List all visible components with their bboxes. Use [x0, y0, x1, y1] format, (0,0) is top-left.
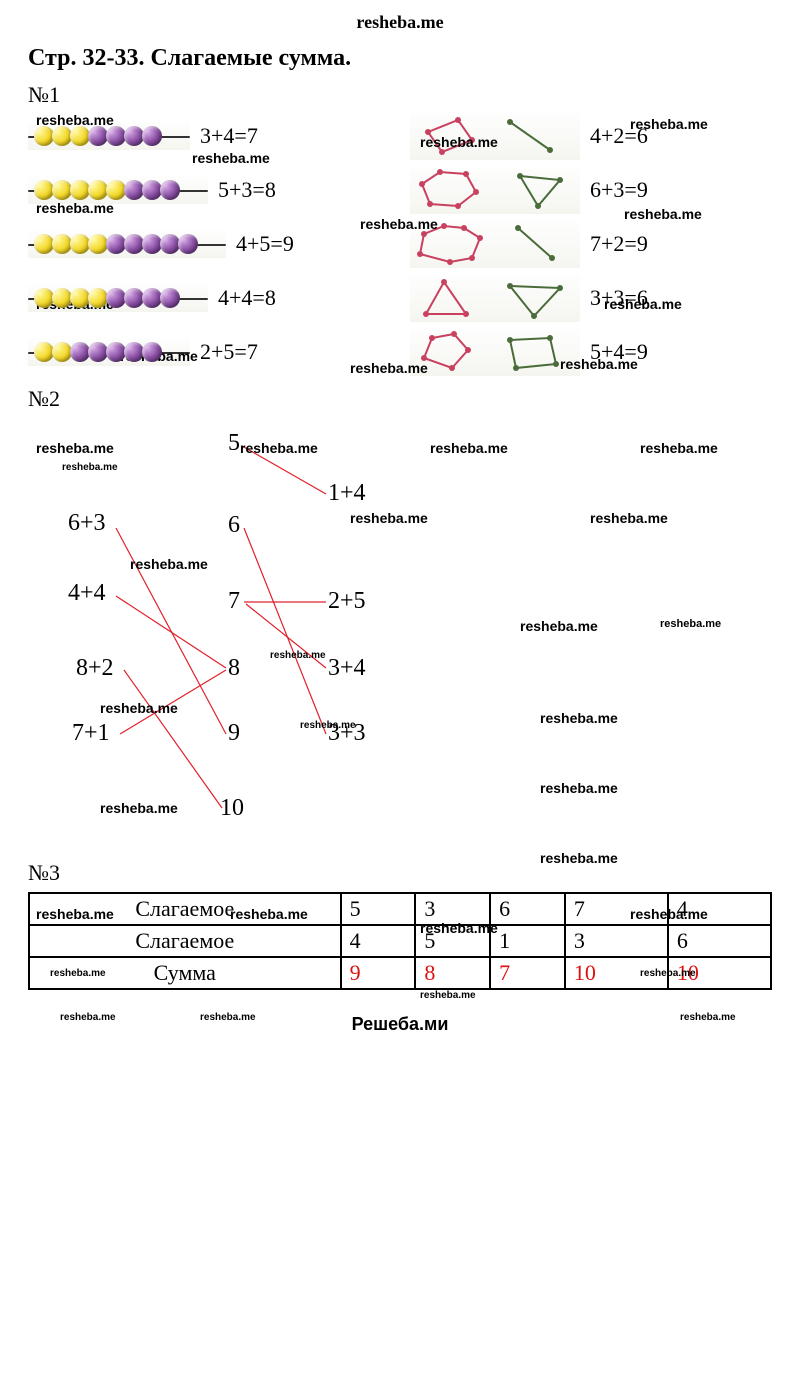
match-node: 3+4 [328, 655, 366, 682]
match-node: 8 [228, 655, 240, 682]
task1-row: 2+5=7 [28, 328, 390, 376]
table-cell: 6 [668, 925, 771, 957]
match-node: 6 [228, 512, 240, 539]
table-cell: 1 [490, 925, 565, 957]
shapes-diagram [410, 274, 580, 322]
table-cell: 5 [415, 925, 490, 957]
task1: 3+4=7 4+2=6 5+3=8 6+3=9 4+5=9 7+2=9 4+4=8 3+3=6… [0, 108, 800, 386]
site-header: resheba.me [0, 0, 800, 41]
equation: 7+2=9 [590, 231, 648, 257]
table-cell: 10 [668, 957, 771, 989]
table-cell: 7 [565, 893, 668, 925]
beads-diagram [28, 284, 208, 312]
table-row: Слагаемое45136 [29, 925, 771, 957]
table-cell: 8 [415, 957, 490, 989]
shapes-diagram [410, 328, 580, 376]
task3: Слагаемое53674Слагаемое45136Сумма9871010 [0, 886, 800, 1004]
table-cell: 7 [490, 957, 565, 989]
equation: 4+2=6 [590, 123, 648, 149]
task1-row: 3+3=6 [410, 274, 772, 322]
equation: 4+5=9 [236, 231, 294, 257]
task1-row: 7+2=9 [410, 220, 772, 268]
table-cell: 5 [341, 893, 416, 925]
task1-row: 5+3=8 [28, 166, 390, 214]
table-cell: 3 [565, 925, 668, 957]
table-cell: 4 [668, 893, 771, 925]
task1-row: 6+3=9 [410, 166, 772, 214]
task2-lines [28, 420, 772, 850]
equation: 5+3=8 [218, 177, 276, 203]
equation: 2+5=7 [200, 339, 258, 365]
beads-diagram [28, 122, 190, 150]
match-node: 4+4 [68, 580, 106, 607]
shapes-diagram [410, 220, 580, 268]
equation: 4+4=8 [218, 285, 276, 311]
match-node: 7 [228, 588, 240, 615]
table-cell: 9 [341, 957, 416, 989]
table-cell: 6 [490, 893, 565, 925]
equation: 3+3=6 [590, 285, 648, 311]
task3-label: №3 [0, 860, 800, 886]
row-header: Слагаемое [29, 893, 341, 925]
table-cell: 3 [415, 893, 490, 925]
task1-row: 4+2=6 [410, 112, 772, 160]
match-node: 5 [228, 430, 240, 457]
beads-diagram [28, 230, 226, 258]
task1-row: 4+4=8 [28, 274, 390, 322]
match-node: 6+3 [68, 510, 106, 537]
match-node: 1+4 [328, 480, 366, 507]
shapes-diagram [410, 166, 580, 214]
task3-table: Слагаемое53674Слагаемое45136Сумма9871010 [28, 892, 772, 990]
equation: 3+4=7 [200, 123, 258, 149]
task1-label: №1 [0, 82, 800, 108]
match-node: 9 [228, 720, 240, 747]
table-row: Сумма9871010 [29, 957, 771, 989]
equation: 6+3=9 [590, 177, 648, 203]
table-row: Слагаемое53674 [29, 893, 771, 925]
match-node: 2+5 [328, 588, 366, 615]
page: resheba.me Стр. 32-33. Слагаемые сумма. … [0, 0, 800, 1053]
footer: Решеба.ми [0, 1004, 800, 1053]
table-cell: 10 [565, 957, 668, 989]
match-node: 3+3 [328, 720, 366, 747]
task2: 6+3 4+4 8+2 7+1 5 6 7 8 9 10 1+4 2+5 3+4 3+3 [28, 420, 772, 850]
row-header: Сумма [29, 957, 341, 989]
beads-diagram [28, 338, 190, 366]
row-header: Слагаемое [29, 925, 341, 957]
page-title: Стр. 32-33. Слагаемые сумма. [0, 41, 800, 82]
task1-row: 3+4=7 [28, 112, 390, 160]
task1-row: 4+5=9 [28, 220, 390, 268]
equation: 5+4=9 [590, 339, 648, 365]
match-node: 8+2 [76, 655, 114, 682]
shapes-diagram [410, 112, 580, 160]
task2-label: №2 [0, 386, 800, 412]
table-cell: 4 [341, 925, 416, 957]
task1-row: 5+4=9 [410, 328, 772, 376]
match-node: 7+1 [72, 720, 110, 747]
beads-diagram [28, 176, 208, 204]
match-node: 10 [220, 795, 244, 822]
